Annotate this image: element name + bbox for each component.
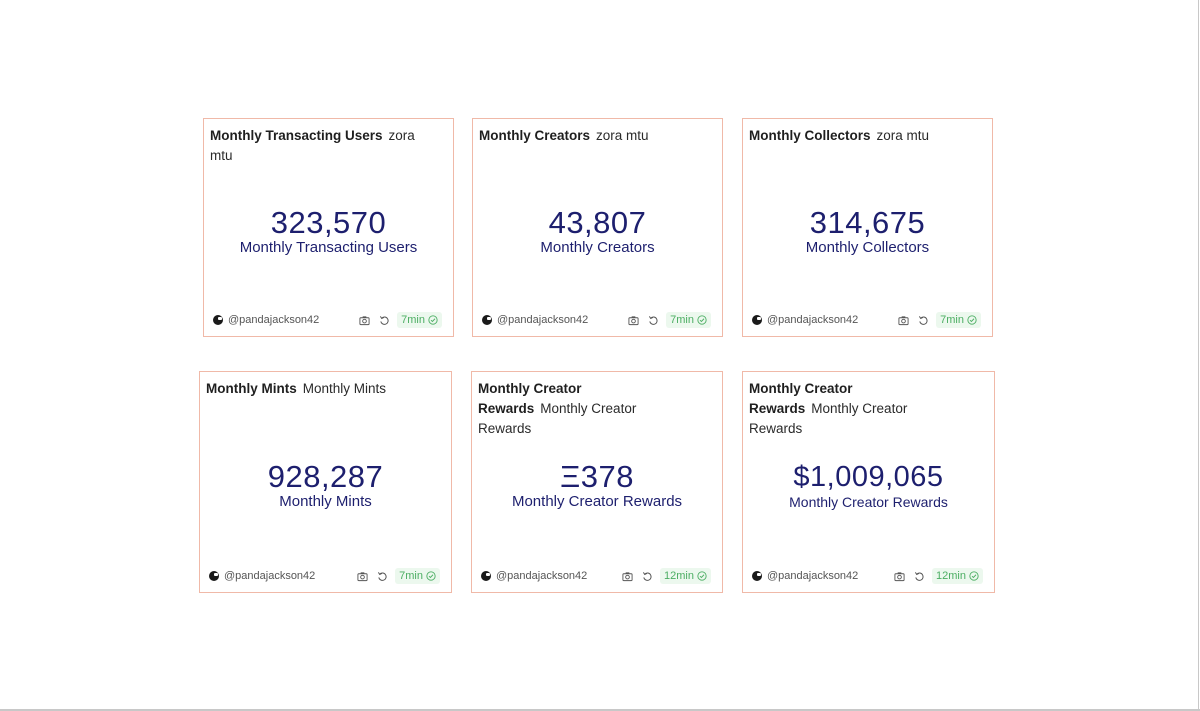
camera-icon[interactable] <box>357 313 371 327</box>
author-link[interactable]: @pandajackson42 <box>496 570 588 582</box>
author-link[interactable]: @pandajackson42 <box>224 570 316 582</box>
refresh-icon[interactable] <box>916 313 930 327</box>
counter: $1,009,065 Monthly Creator Rewards <box>743 461 994 511</box>
card-title[interactable]: Monthly Transacting Users <box>210 128 383 143</box>
author-link[interactable]: @pandajackson42 <box>228 314 320 326</box>
card-footer: @pandajackson42 12min <box>481 568 711 584</box>
freshness-age: 12min <box>936 570 966 582</box>
check-circle-icon <box>426 571 436 581</box>
counter-value: 323,570 <box>270 205 387 240</box>
card-footer: @pandajackson42 12min <box>752 568 983 584</box>
camera-icon[interactable] <box>355 569 369 583</box>
user-avatar-icon <box>481 571 491 581</box>
check-circle-icon <box>969 571 979 581</box>
card-subtitle: Monthly Creator Rewards <box>478 401 637 436</box>
card-title[interactable]: Monthly Creator Rewards <box>749 381 853 416</box>
freshness-badge: 7min <box>666 312 711 328</box>
card-header: Monthly Creator Rewards Monthly Creator R… <box>749 379 964 439</box>
card-header: Monthly Collectors zora mtu <box>749 126 962 146</box>
counter-label: Monthly Creators <box>540 239 655 256</box>
counter-card: Monthly Transacting Users zora mtu 323,57… <box>203 118 454 337</box>
user-avatar-icon <box>752 315 762 325</box>
counter-value: $1,009,065 <box>793 461 944 493</box>
counter-label: Monthly Collectors <box>805 239 930 256</box>
refresh-icon[interactable] <box>377 313 391 327</box>
counter-card: Monthly Creator Rewards Monthly Creator R… <box>471 371 723 593</box>
card-footer: @pandajackson42 7min <box>209 568 440 584</box>
card-header: Monthly Mints Monthly Mints <box>206 379 421 399</box>
user-avatar-icon <box>482 315 492 325</box>
counter: 323,570 Monthly Transacting Users <box>204 207 453 257</box>
freshness-badge: 7min <box>395 568 440 584</box>
card-footer: @pandajackson42 7min <box>482 312 711 328</box>
card-subtitle: Monthly Mints <box>302 381 387 396</box>
counter-card: Monthly Collectors zora mtu 314,675 Monthl… <box>742 118 993 337</box>
card-title[interactable]: Monthly Collectors <box>749 128 871 143</box>
card-title[interactable]: Monthly Creators <box>479 128 591 143</box>
counter: Ξ378 Monthly Creator Rewards <box>472 461 722 511</box>
counter-card: Monthly Creator Rewards Monthly Creator R… <box>742 371 995 593</box>
counter-value: 314,675 <box>809 205 926 240</box>
check-circle-icon <box>697 315 707 325</box>
counter-label: Monthly Transacting Users <box>239 239 418 256</box>
counter: 928,287 Monthly Mints <box>200 461 451 511</box>
freshness-badge: 7min <box>936 312 981 328</box>
camera-icon[interactable] <box>896 313 910 327</box>
refresh-icon[interactable] <box>640 569 654 583</box>
user-avatar-icon <box>752 571 762 581</box>
counter-card: Monthly Mints Monthly Mints 928,287 Monthl… <box>199 371 452 593</box>
camera-icon[interactable] <box>626 313 640 327</box>
freshness-badge: 12min <box>932 568 983 584</box>
freshness-badge: 7min <box>397 312 442 328</box>
freshness-age: 12min <box>664 570 694 582</box>
counter-label: Monthly Creator Rewards <box>511 493 683 510</box>
check-circle-icon <box>428 315 438 325</box>
counter-label: Monthly Mints <box>279 493 372 510</box>
check-circle-icon <box>967 315 977 325</box>
author-link[interactable]: @pandajackson42 <box>767 570 859 582</box>
freshness-age: 7min <box>401 314 425 326</box>
freshness-age: 7min <box>399 570 423 582</box>
user-avatar-icon <box>213 315 223 325</box>
refresh-icon[interactable] <box>375 569 389 583</box>
counter: 43,807 Monthly Creators <box>473 207 722 257</box>
card-footer: @pandajackson42 7min <box>213 312 442 328</box>
user-avatar-icon <box>209 571 219 581</box>
card-subtitle: zora mtu <box>596 128 649 143</box>
window-edge-right <box>1198 0 1199 711</box>
freshness-age: 7min <box>940 314 964 326</box>
card-header: Monthly Creator Rewards Monthly Creator R… <box>478 379 692 439</box>
counter-label: Monthly Creator Rewards <box>789 494 948 510</box>
card-title[interactable]: Monthly Mints <box>206 381 297 396</box>
counter-value: Ξ378 <box>560 459 634 494</box>
author-link[interactable]: @pandajackson42 <box>767 314 859 326</box>
card-footer: @pandajackson42 7min <box>752 312 981 328</box>
counter-card: Monthly Creators zora mtu 43,807 Monthly C… <box>472 118 723 337</box>
card-header: Monthly Transacting Users zora mtu <box>210 126 423 166</box>
camera-icon[interactable] <box>892 569 906 583</box>
card-title[interactable]: Monthly Creator Rewards <box>478 381 582 416</box>
refresh-icon[interactable] <box>912 569 926 583</box>
camera-icon[interactable] <box>620 569 634 583</box>
card-subtitle: zora mtu <box>210 128 415 163</box>
card-header: Monthly Creators zora mtu <box>479 126 692 146</box>
check-circle-icon <box>697 571 707 581</box>
card-subtitle: zora mtu <box>876 128 930 143</box>
counter-value: 43,807 <box>548 205 647 240</box>
counter-value: 928,287 <box>267 459 384 494</box>
author-link[interactable]: @pandajackson42 <box>497 314 589 326</box>
refresh-icon[interactable] <box>646 313 660 327</box>
freshness-age: 7min <box>670 314 694 326</box>
window-edge-bottom <box>0 709 1200 711</box>
counter: 314,675 Monthly Collectors <box>743 207 992 257</box>
card-subtitle: Monthly Creator Rewards <box>749 401 908 436</box>
freshness-badge: 12min <box>660 568 711 584</box>
